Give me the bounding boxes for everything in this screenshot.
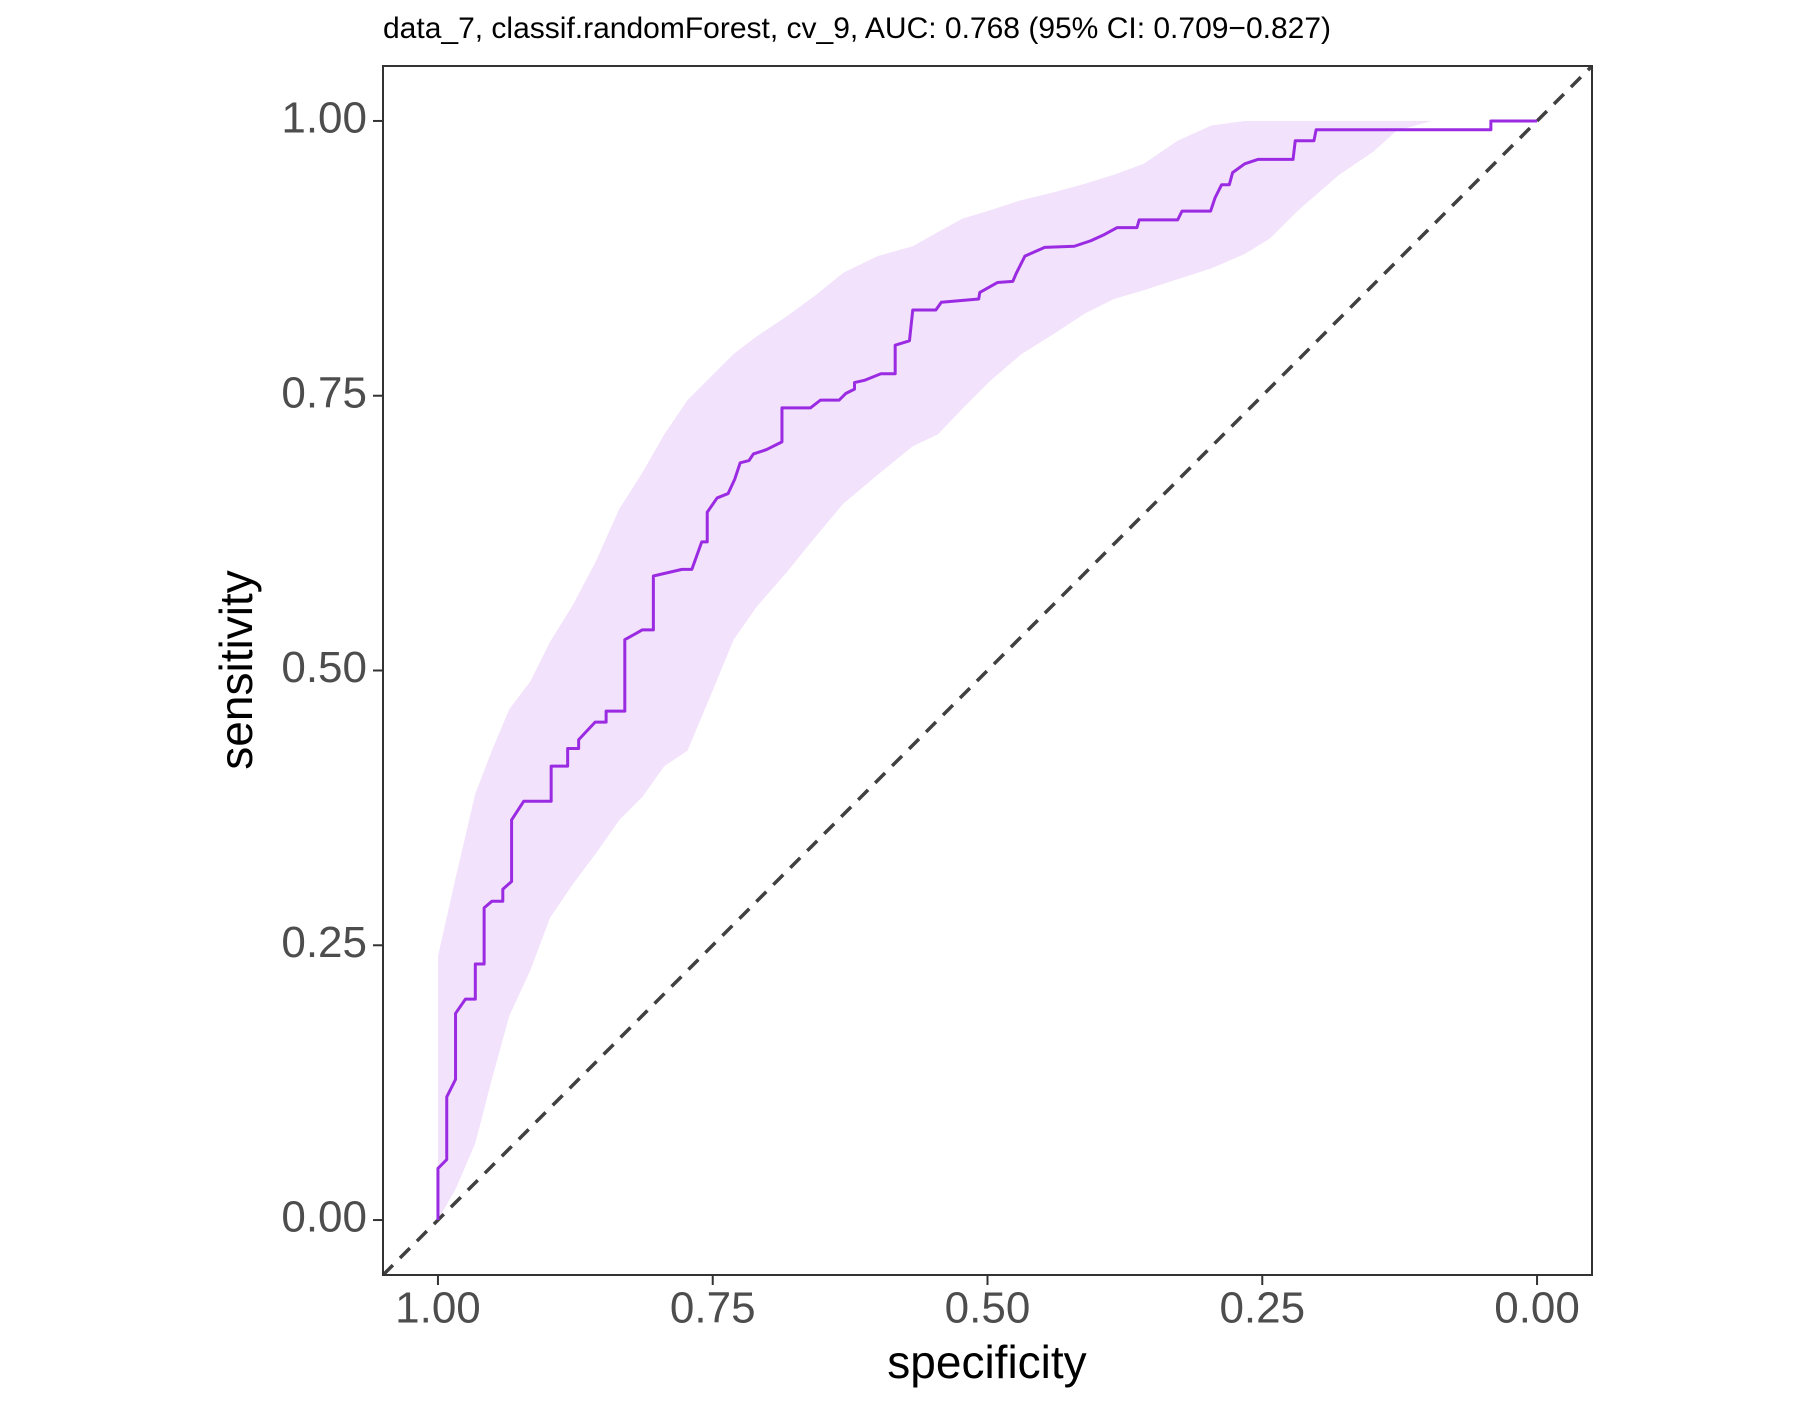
ci-band [437, 120, 1538, 1221]
y-tick-label: 0.50 [281, 643, 367, 692]
y-tick-label: 1.00 [281, 94, 367, 143]
x-tick-label: 0.25 [1219, 1284, 1305, 1333]
x-axis-title: specificity [887, 1336, 1086, 1388]
x-tick-label: 1.00 [395, 1284, 481, 1333]
x-tick-label: 0.75 [670, 1284, 756, 1333]
chart-title: data_7, classif.randomForest, cv_9, AUC:… [383, 12, 1331, 45]
y-tick-label: 0.00 [281, 1193, 367, 1242]
x-tick-label: 0.50 [945, 1284, 1031, 1333]
roc-curve [436, 119, 1538, 1221]
reference-line [381, 64, 1594, 1277]
y-tick-label: 0.25 [281, 918, 367, 967]
x-tick-label: 0.00 [1494, 1284, 1580, 1333]
y-axis-title: sensitivity [210, 570, 262, 769]
y-tick-label: 0.75 [281, 368, 367, 417]
